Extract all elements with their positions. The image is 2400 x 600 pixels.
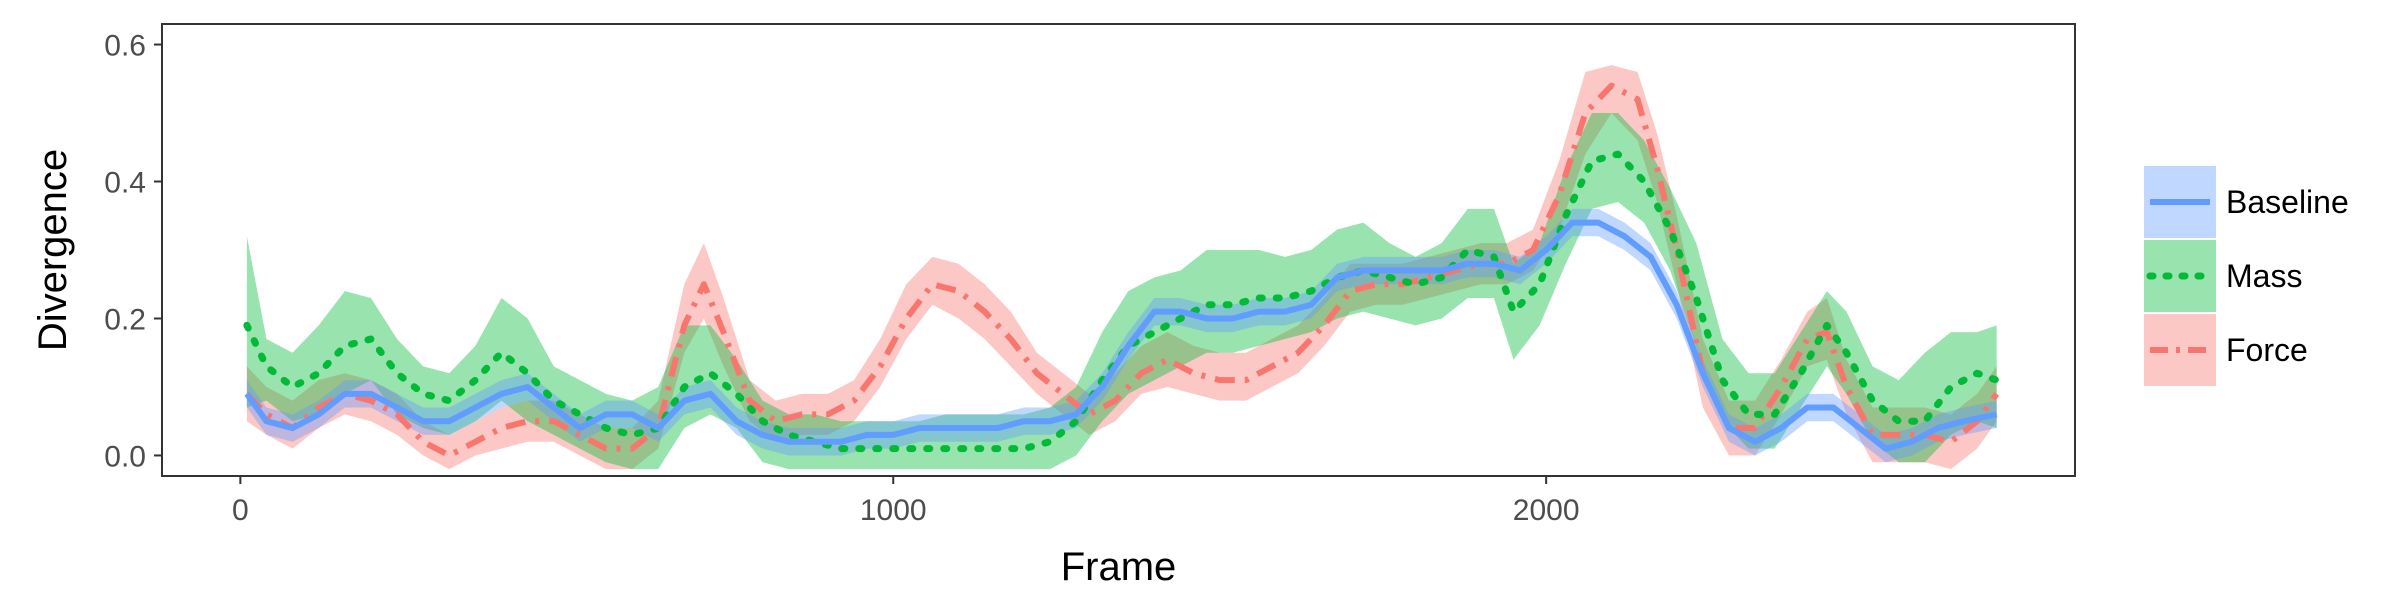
- y-tick-label: 0.6: [104, 30, 146, 63]
- y-tick-label: 0.0: [104, 440, 146, 473]
- legend-label-force: Force: [2226, 332, 2308, 368]
- legend-label-mass: Mass: [2226, 258, 2302, 294]
- legend-label-baseline: Baseline: [2226, 184, 2349, 220]
- y-axis-title: Divergence: [31, 149, 75, 351]
- y-tick-label: 0.2: [104, 303, 146, 336]
- x-tick-label: 1000: [860, 494, 927, 527]
- legend: Baseline Mass Force: [2144, 166, 2349, 386]
- plot-panel-border: [161, 23, 2076, 477]
- series-line-baseline: [244, 219, 1998, 452]
- x-axis: 0 1000 2000: [232, 476, 1580, 527]
- x-axis-title: Frame: [1061, 545, 1177, 589]
- series-line-mass: [243, 150, 2001, 453]
- x-tick-label: 2000: [1513, 494, 1580, 527]
- band-force: [246, 65, 1997, 470]
- x-tick-label: 0: [232, 494, 249, 527]
- y-axis: 0.0 0.2 0.4 0.6: [104, 30, 162, 473]
- y-tick-label: 0.4: [104, 167, 146, 200]
- series-lines: [243, 82, 2001, 459]
